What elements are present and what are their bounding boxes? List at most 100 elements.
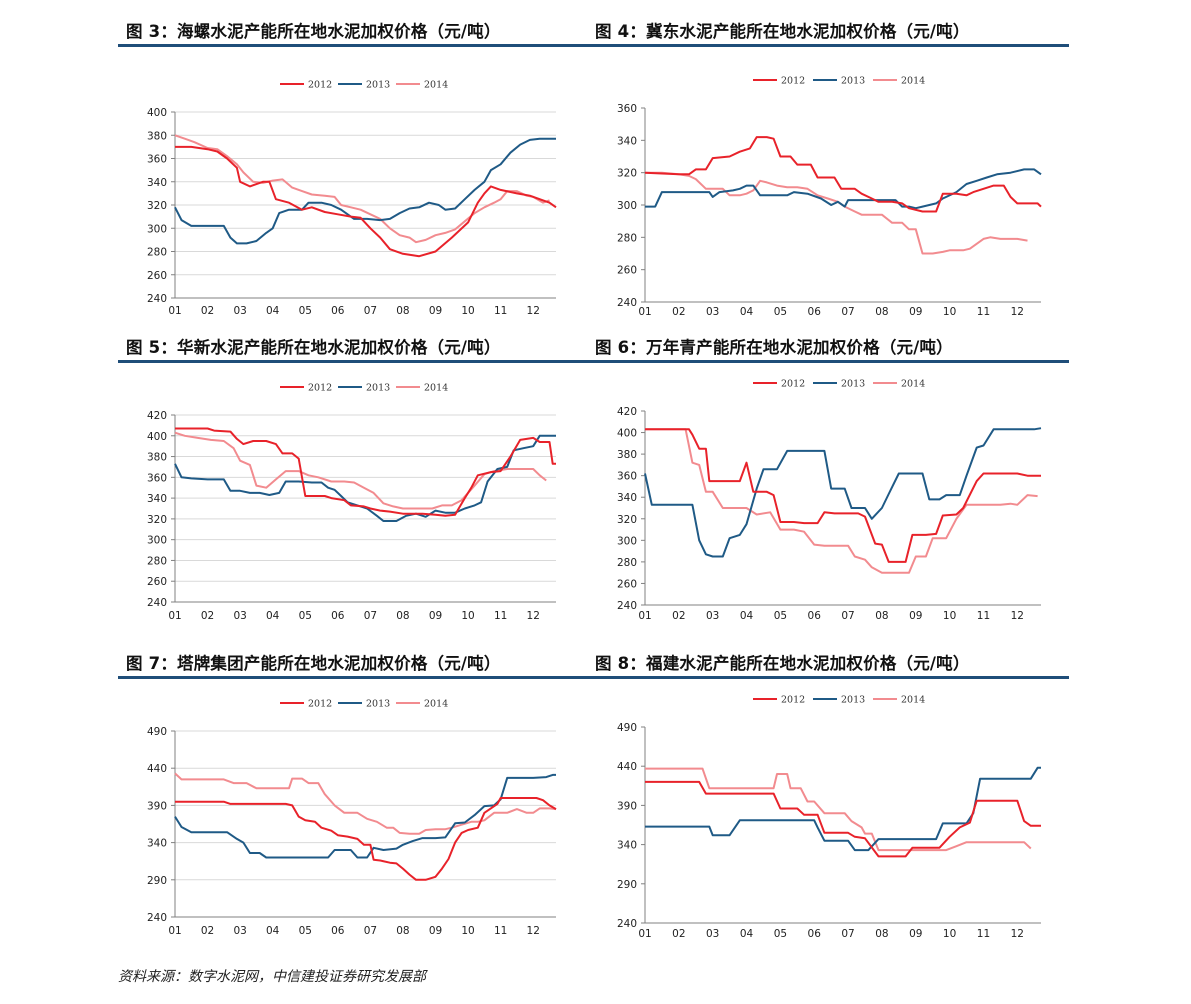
y-tick-label: 440 (147, 763, 167, 775)
y-tick-label: 290 (147, 875, 167, 887)
x-tick-label: 03 (233, 610, 246, 622)
x-tick-label: 05 (774, 610, 787, 622)
x-tick-label: 12 (527, 925, 540, 937)
line-chart: 240 290 340 390 440 490 01 02 03 04 05 06 07 08 09 10 11… (147, 699, 557, 937)
y-tick-label: 260 (617, 578, 637, 590)
title-divider (118, 44, 594, 47)
y-tick-label: 240 (617, 297, 637, 309)
x-tick-label: 12 (1011, 306, 1024, 318)
legend-label: 2013 (366, 699, 390, 710)
x-tick-label: 07 (364, 610, 377, 622)
chart-panel-4: 图 4：冀东水泥产能所在地水泥加权价格（元/吨） 240 260 280 300 320… (587, 12, 1069, 320)
title-divider (118, 676, 594, 679)
legend-label: 2012 (308, 699, 332, 710)
x-tick-label: 04 (266, 305, 280, 317)
title-divider (587, 360, 1069, 363)
x-tick-label: 07 (841, 928, 854, 940)
legend-label: 2014 (901, 379, 925, 390)
chart-title: 图 5：华新水泥产能所在地水泥加权价格（元/吨） (126, 338, 501, 357)
x-tick-label: 08 (396, 925, 409, 937)
x-tick-label: 04 (740, 928, 754, 940)
series-line-2014 (645, 171, 1028, 255)
x-tick-label: 07 (841, 610, 854, 622)
chart-panel-6: 图 6：万年青产能所在地水泥加权价格（元/吨） 240 260 280 300 320 3… (587, 328, 1069, 636)
y-tick-label: 360 (147, 154, 167, 166)
x-tick-label: 05 (774, 928, 787, 940)
x-tick-label: 06 (808, 610, 822, 622)
x-tick-label: 02 (672, 610, 685, 622)
x-tick-label: 10 (461, 610, 474, 622)
y-tick-label: 260 (147, 576, 167, 588)
y-tick-label: 280 (617, 557, 637, 569)
x-tick-label: 10 (461, 925, 474, 937)
chart-title: 图 7：塔牌集团产能所在地水泥加权价格（元/吨） (126, 654, 501, 673)
x-tick-label: 02 (201, 305, 214, 317)
x-tick-label: 12 (527, 305, 540, 317)
y-tick-label: 390 (147, 800, 167, 812)
x-tick-label: 11 (494, 610, 507, 622)
y-tick-label: 320 (617, 168, 637, 180)
y-tick-label: 260 (147, 270, 167, 282)
line-chart: 240 260 280 300 320 340 360 380 400 420 01 02 03 04 05… (617, 379, 1042, 622)
legend-label: 2014 (901, 76, 925, 87)
x-tick-label: 03 (706, 306, 719, 318)
y-tick-label: 240 (147, 597, 167, 609)
y-tick-label: 360 (147, 472, 167, 484)
line-chart: 240 290 340 390 440 490 01 02 03 04 05 06 07 08 09 10 11… (617, 695, 1041, 940)
series-line-2014 (174, 772, 557, 835)
y-tick-label: 380 (617, 449, 637, 461)
y-tick-label: 440 (617, 761, 637, 773)
legend-label: 2013 (841, 695, 865, 706)
chart-panel-5: 图 5：华新水泥产能所在地水泥加权价格（元/吨） 240 260 280 300 320… (118, 328, 594, 636)
x-tick-label: 03 (233, 305, 246, 317)
y-tick-label: 380 (147, 452, 167, 464)
x-tick-label: 06 (331, 925, 345, 937)
chart-title: 图 3：海螺水泥产能所在地水泥加权价格（元/吨） (126, 22, 501, 41)
line-chart: 240 260 280 300 320 340 360 380 400 420 01 02 03 04 05… (147, 383, 556, 622)
x-tick-label: 11 (494, 305, 507, 317)
y-tick-label: 340 (147, 493, 167, 505)
legend-label: 2012 (781, 379, 805, 390)
x-tick-label: 11 (494, 925, 507, 937)
y-tick-label: 400 (147, 431, 167, 443)
title-divider (118, 360, 594, 363)
series-line-2012 (645, 780, 1041, 858)
legend-label: 2013 (841, 76, 865, 87)
x-tick-label: 05 (299, 925, 312, 937)
y-tick-label: 300 (147, 535, 167, 547)
series-line-2012 (175, 797, 557, 881)
legend-label: 2012 (781, 695, 805, 706)
x-tick-label: 09 (909, 928, 922, 940)
x-tick-label: 11 (977, 306, 990, 318)
y-tick-label: 340 (617, 840, 637, 852)
y-tick-label: 320 (617, 514, 637, 526)
y-tick-label: 390 (617, 800, 637, 812)
x-tick-label: 01 (638, 306, 651, 318)
y-tick-label: 240 (617, 600, 637, 612)
y-tick-label: 300 (617, 535, 637, 547)
x-tick-label: 01 (168, 925, 181, 937)
line-chart: 240 260 280 300 320 340 360 01 02 03 04 05 06 07 08 09 1… (617, 76, 1042, 318)
x-tick-label: 04 (740, 306, 754, 318)
y-tick-label: 400 (617, 428, 637, 440)
series-line-2014 (645, 767, 1032, 852)
x-tick-label: 10 (943, 928, 956, 940)
x-tick-label: 09 (429, 305, 442, 317)
legend-label: 2013 (841, 379, 865, 390)
y-tick-label: 260 (617, 265, 637, 277)
source-note: 资料来源：数字水泥网，中信建投证券研究发展部 (118, 969, 426, 985)
chart-panel-8: 图 8：福建水泥产能所在地水泥加权价格（元/吨） 240 290 340 390 440… (587, 644, 1069, 954)
x-tick-label: 12 (1011, 610, 1024, 622)
x-tick-label: 10 (461, 305, 474, 317)
x-tick-label: 04 (266, 925, 280, 937)
x-tick-label: 05 (774, 306, 787, 318)
y-tick-label: 420 (617, 406, 637, 418)
x-tick-label: 06 (808, 928, 822, 940)
y-tick-label: 300 (617, 200, 637, 212)
x-tick-label: 01 (638, 610, 651, 622)
y-tick-label: 240 (147, 912, 167, 924)
x-tick-label: 11 (977, 610, 990, 622)
legend-label: 2014 (901, 695, 925, 706)
y-tick-label: 340 (617, 135, 637, 147)
chart-title: 图 6：万年青产能所在地水泥加权价格（元/吨） (595, 338, 953, 357)
